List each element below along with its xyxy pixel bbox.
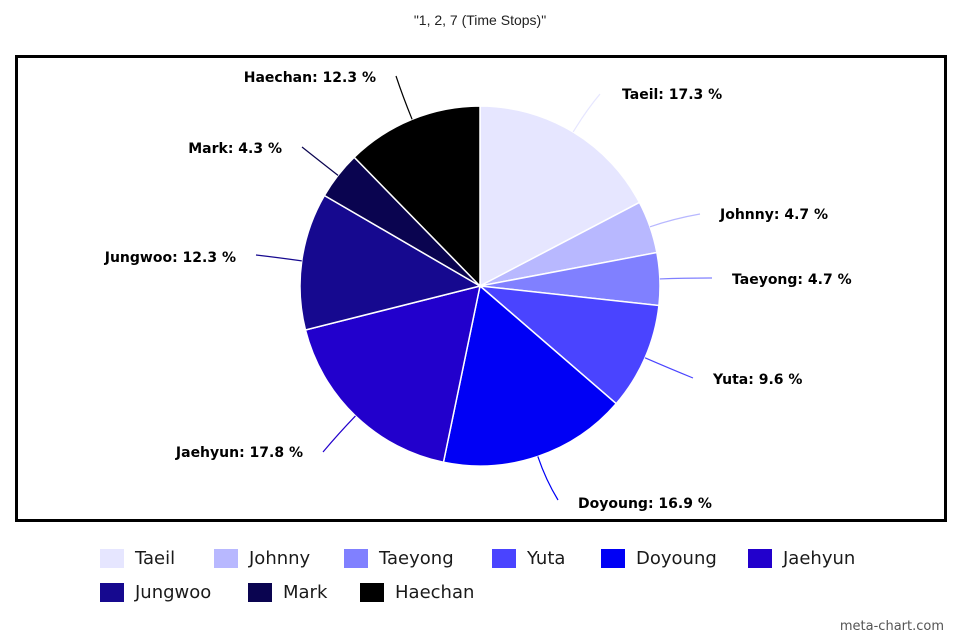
legend-item-taeil[interactable]: Taeil [100,546,175,570]
leader-line-jungwoo [255,254,302,262]
slice-label-yuta: Yuta: 9.6 % [712,372,802,388]
watermark: meta-chart.com [839,619,944,634]
legend-swatch [748,548,772,568]
leader-line-haechan [395,75,413,120]
legend-swatch [601,548,625,568]
legend-label: Mark [283,581,328,603]
legend-label: Taeil [135,547,176,569]
legend-label: Taeyong [379,547,454,569]
slice-label-haechan: Haechan: 12.3 % [244,70,376,86]
pie-slice-jungwoo[interactable] [299,194,482,331]
legend-swatch [248,582,272,602]
slice-label-jungwoo: Jungwoo: 12.3 % [104,250,236,266]
slice-label-taeil: Taeil: 17.3 % [622,87,722,103]
leader-line-taeyong [659,277,713,280]
legend-item-haechan[interactable]: Haechan [360,580,474,604]
slice-label-mark: Mark: 4.3 % [188,141,282,157]
leader-line-johnny [649,213,701,228]
legend-label: Johnny [249,547,311,569]
legend-swatch [344,548,368,568]
legend-item-doyoung[interactable]: Doyoung [601,546,717,570]
legend-item-johnny[interactable]: Johnny [214,546,310,570]
legend-label: Yuta [527,547,566,569]
legend-swatch [360,582,384,602]
leader-line-taeil [572,93,601,133]
pie-slice-haechan[interactable] [353,105,481,288]
legend-item-yuta[interactable]: Yuta [492,546,565,570]
pie-slice-jaehyun[interactable] [304,284,481,464]
legend-item-jaehyun[interactable]: Jaehyun [748,546,855,570]
leader-line-mark [301,146,339,176]
legend-swatch [214,548,238,568]
leader-line-yuta [644,357,694,379]
leader-line-jaehyun [322,415,356,453]
legend-swatch [492,548,516,568]
leader-line-doyoung [537,456,559,501]
legend-item-taeyong[interactable]: Taeyong [344,546,454,570]
legend-item-jungwoo[interactable]: Jungwoo [100,580,211,604]
slice-label-jaehyun: Jaehyun: 17.8 % [175,445,303,461]
legend-label: Jungwoo [135,581,212,603]
legend-label: Haechan [395,581,475,603]
slice-label-taeyong: Taeyong: 4.7 % [732,272,852,288]
legend-swatch [100,582,124,602]
legend-swatch [100,548,124,568]
slice-label-doyoung: Doyoung: 16.9 % [578,496,712,512]
legend-label: Jaehyun [783,547,856,569]
legend-label: Doyoung [636,547,717,569]
chart-title: "1, 2, 7 (Time Stops)" [413,12,547,28]
slice-label-johnny: Johnny: 4.7 % [719,207,828,223]
legend-item-mark[interactable]: Mark [248,580,327,604]
